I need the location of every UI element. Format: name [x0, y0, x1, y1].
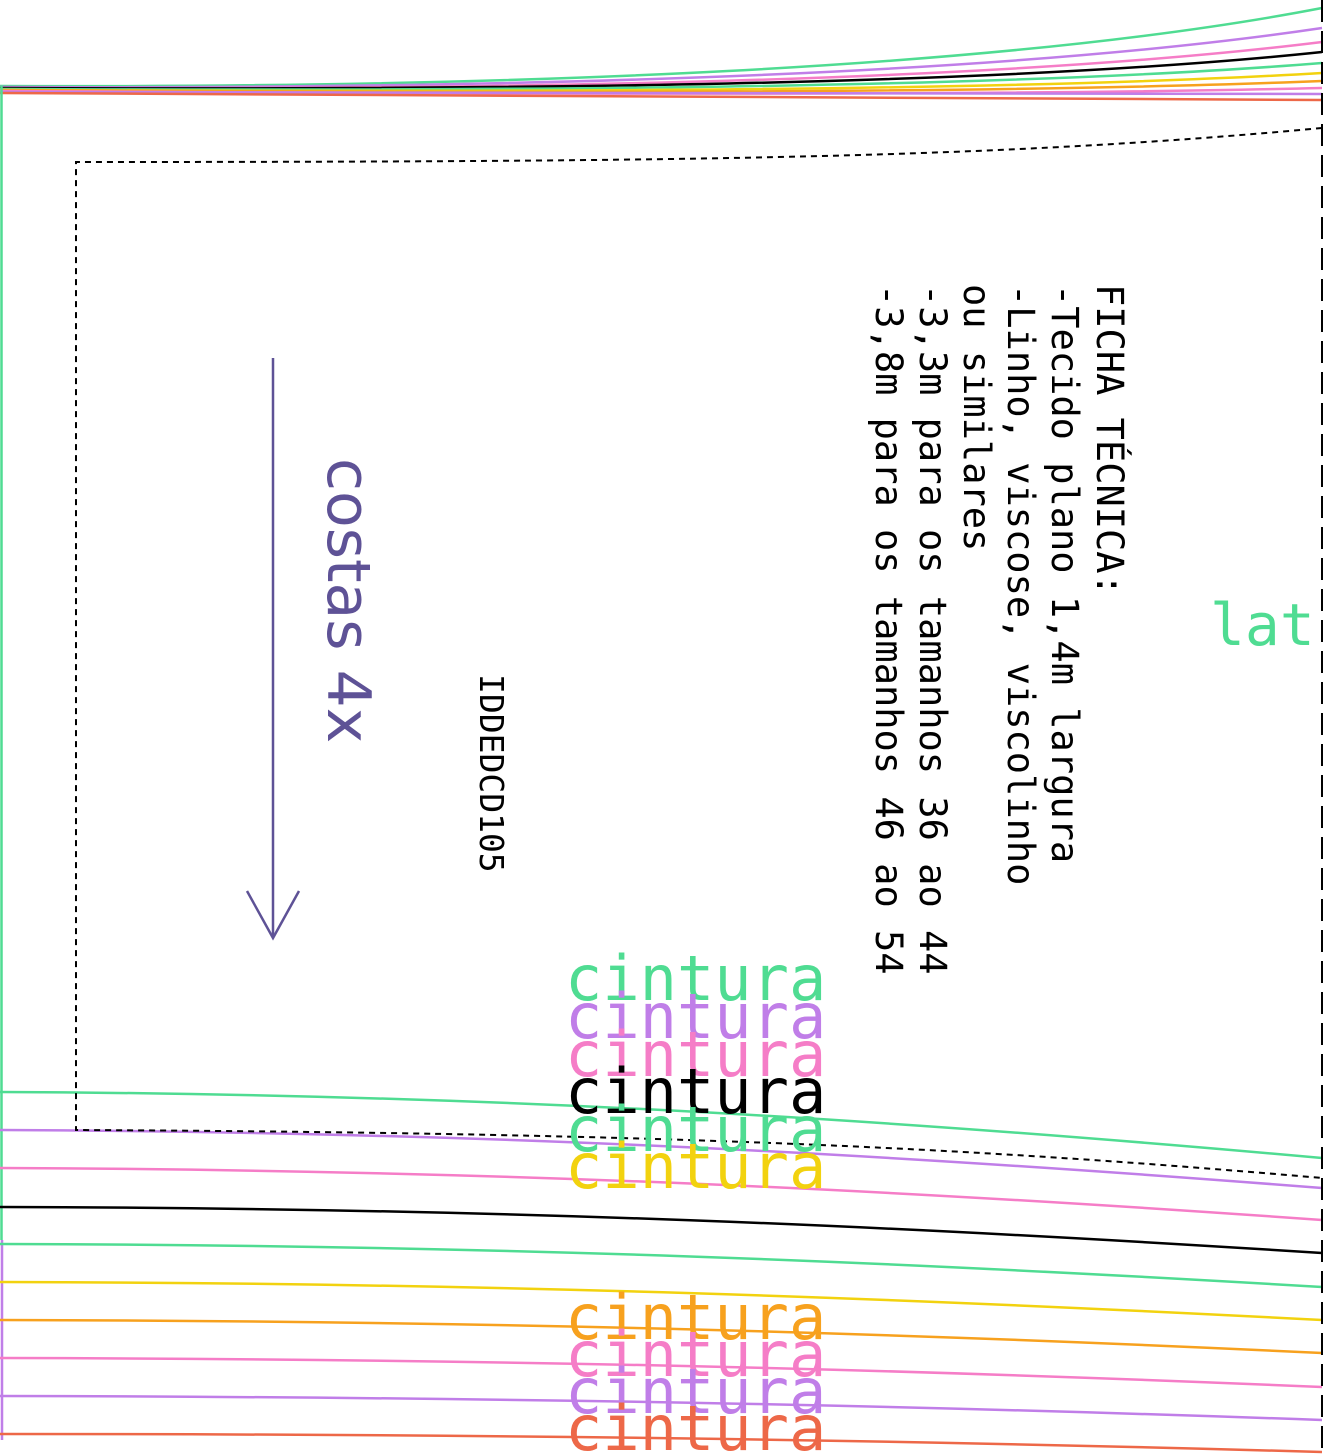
- waist-line-8: [0, 1356, 1323, 1389]
- waist-label: cintura: [565, 1355, 826, 1428]
- waist-label: cintura: [565, 1392, 826, 1455]
- waist-label: cintura: [565, 1018, 826, 1091]
- size-line-top-2: [0, 26, 1323, 89]
- waist-line-4: [0, 1205, 1323, 1255]
- waist-line-1: [0, 1090, 1323, 1160]
- waist-line-9: [0, 1394, 1323, 1422]
- technical-sheet: FICHA TÉCNICA: -Tecido plano 1,4m largur…: [867, 284, 1132, 975]
- waist-label: cintura: [565, 980, 826, 1053]
- waist-label: cintura: [565, 1093, 826, 1166]
- waist-label: cintura: [565, 1055, 826, 1128]
- waist-line-5: [0, 1242, 1323, 1289]
- ficha-line-fabric: -Tecido plano 1,4m largura: [1043, 284, 1086, 863]
- grainline-arrowhead: [245, 890, 301, 941]
- waist-size-lines: [0, 1090, 1323, 1454]
- piece-code: IDDEDCD105: [472, 674, 511, 873]
- size-line-top-10: [0, 91, 1323, 102]
- waist-line-7: [0, 1318, 1323, 1355]
- size-line-top-1: [0, 6, 1323, 88]
- ficha-line-title: FICHA TÉCNICA:: [1088, 284, 1132, 596]
- ficha-line-size-large: -3,8m para os tamanhos 46 ao 54: [867, 284, 910, 975]
- waist-line-2: [0, 1128, 1323, 1190]
- waist-line-6: [0, 1280, 1323, 1322]
- waist-label: cintura: [565, 1281, 826, 1354]
- seam-allowance-outline: [75, 127, 1323, 1179]
- piece-label: costas 4x: [313, 458, 383, 743]
- ficha-line-similar: ou similares: [955, 284, 998, 551]
- left-edges: [0, 86, 4, 1440]
- side-label: lat: [1210, 591, 1315, 659]
- waist-label: cintura: [565, 942, 826, 1015]
- ficha-line-materials: -Linho, viscose, viscolinho: [999, 284, 1042, 885]
- waist-label: cintura: [565, 1318, 826, 1391]
- waist-line-10: [0, 1432, 1323, 1454]
- waist-labels: cintura cintura cintura cintura cintura …: [565, 942, 826, 1455]
- waist-label: cintura: [565, 1130, 826, 1203]
- waist-line-3: [0, 1166, 1323, 1222]
- ficha-line-size-small: -3,3m para os tamanhos 36 ao 44: [911, 284, 954, 975]
- top-size-lines: [0, 6, 1323, 102]
- grainline-arrow: [245, 358, 301, 941]
